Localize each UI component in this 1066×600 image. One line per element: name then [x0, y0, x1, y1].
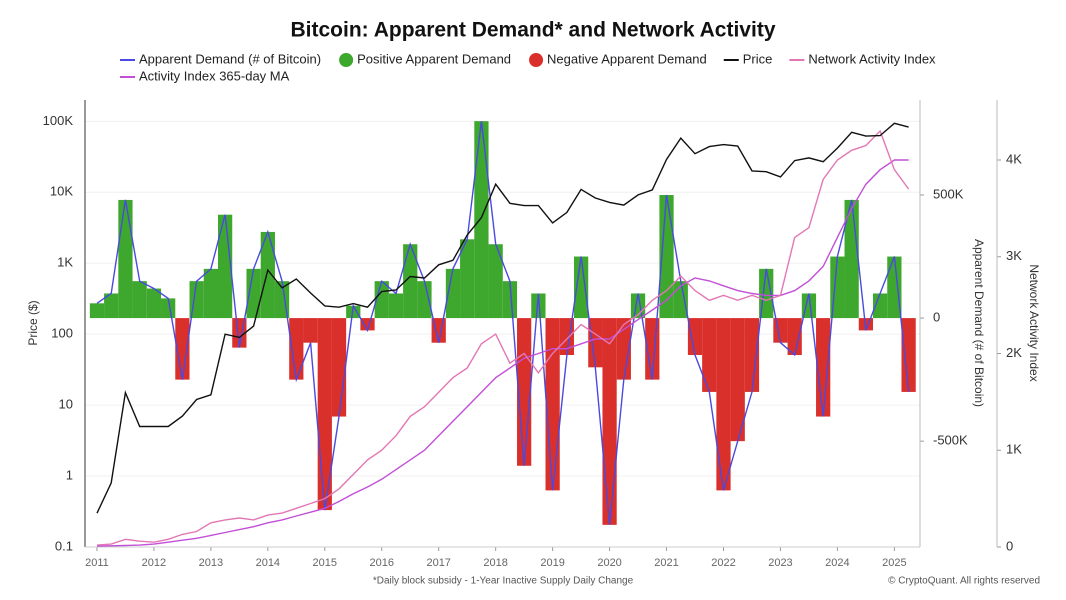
- y-tick-label: 10: [59, 397, 73, 412]
- legend-label: Positive Apparent Demand: [357, 51, 511, 66]
- series-line: [96, 159, 909, 547]
- demand-bar: [730, 318, 745, 442]
- demand-bar: [816, 318, 831, 417]
- demand-bar: [488, 244, 503, 319]
- legend-item: Price: [723, 51, 773, 66]
- x-tick-label: 2012: [142, 557, 166, 569]
- legend-item: Positive Apparent Demand: [339, 51, 511, 67]
- x-tick-label: 2023: [768, 557, 792, 569]
- demand-bar: [759, 268, 774, 319]
- demand-bar: [417, 281, 432, 319]
- y-tick-label: 100K: [43, 113, 74, 128]
- demand-bar: [602, 318, 617, 525]
- y-tick-label: 0.1: [55, 538, 73, 553]
- x-tick-label: 2015: [313, 557, 337, 569]
- legend-label: Apparent Demand (# of Bitcoin): [139, 51, 321, 66]
- demand-bar: [161, 298, 176, 319]
- demand-bar: [787, 318, 802, 356]
- y2-axis-title: Apparent Demand (# of Bitcoin): [972, 239, 986, 407]
- y-axis-title: Price ($): [26, 300, 40, 345]
- demand-bar: [588, 318, 603, 368]
- demand-bar: [545, 318, 560, 491]
- y-tick-label: 100: [51, 326, 73, 341]
- y3-tick-label: 1K: [1006, 442, 1022, 457]
- x-tick-label: 2022: [711, 557, 735, 569]
- x-tick-label: 2021: [654, 557, 678, 569]
- legend-label: Price: [743, 51, 773, 66]
- demand-bar: [744, 318, 760, 392]
- x-tick-label: 2017: [426, 557, 450, 569]
- demand-bar: [175, 318, 190, 380]
- demand-bar: [887, 256, 902, 319]
- demand-bar: [132, 281, 147, 319]
- demand-bar: [303, 318, 318, 343]
- chart-title: Bitcoin: Apparent Demand* and Network Ac…: [290, 19, 775, 42]
- x-tick-label: 2019: [540, 557, 564, 569]
- demand-bar: [616, 318, 631, 380]
- demand-bar: [203, 268, 218, 319]
- legend-label: Network Activity Index: [808, 51, 936, 66]
- demand-bar: [873, 293, 888, 319]
- demand-bar: [104, 293, 119, 319]
- x-tick-label: 2016: [370, 557, 394, 569]
- y3-tick-label: 0: [1006, 538, 1013, 553]
- legend-item: Apparent Demand (# of Bitcoin): [120, 51, 321, 66]
- series-line: [96, 122, 909, 514]
- legend-swatch: [339, 53, 354, 67]
- legend-item: Network Activity Index: [789, 51, 936, 66]
- demand-bar: [260, 231, 275, 319]
- y2-tick-label: 500K: [933, 186, 964, 201]
- legend-label: Activity Index 365-day MA: [139, 68, 290, 83]
- y-tick-label: 10K: [50, 184, 73, 199]
- x-tick-label: 2024: [825, 557, 849, 569]
- demand-bar: [460, 239, 475, 319]
- y3-tick-label: 4K: [1006, 151, 1022, 166]
- demand-bar: [331, 318, 347, 417]
- legend-item: Activity Index 365-day MA: [120, 68, 290, 83]
- demand-bar: [687, 318, 703, 356]
- demand-bar: [374, 281, 389, 319]
- demand-bar: [246, 268, 261, 319]
- y-tick-label: 1: [66, 467, 73, 482]
- demand-bar: [89, 303, 105, 319]
- demand-bar: [573, 256, 589, 319]
- series-line: [96, 121, 910, 525]
- series-line: [96, 129, 910, 546]
- y3-tick-label: 3K: [1006, 248, 1022, 263]
- legend-swatch: [529, 53, 544, 67]
- demand-bar: [360, 318, 375, 331]
- demand-bar: [346, 305, 361, 319]
- y2-tick-label: -500K: [933, 433, 968, 448]
- y3-axis-title: Network Activity Index: [1027, 264, 1041, 381]
- demand-bar: [146, 288, 162, 319]
- footnote: *Daily block subsidy - 1-Year Inactive S…: [373, 576, 634, 587]
- x-tick-label: 2014: [256, 557, 280, 569]
- demand-bar: [517, 318, 532, 466]
- demand-bar: [716, 318, 731, 491]
- legend-label: Negative Apparent Demand: [547, 51, 707, 66]
- x-tick-label: 2020: [597, 557, 621, 569]
- credit: © CryptoQuant. All rights reserved: [888, 576, 1040, 587]
- demand-bar: [118, 199, 133, 319]
- x-tick-label: 2018: [483, 557, 507, 569]
- demand-bar: [474, 121, 489, 319]
- x-tick-label: 2025: [882, 557, 906, 569]
- y2-tick-label: 0: [933, 310, 940, 325]
- demand-bar: [801, 293, 817, 319]
- demand-bar: [702, 318, 717, 392]
- y-tick-label: 1K: [57, 255, 73, 270]
- demand-bar: [901, 318, 916, 392]
- x-tick-label: 2013: [199, 557, 223, 569]
- legend-item: Negative Apparent Demand: [529, 51, 707, 67]
- x-tick-label: 2011: [85, 557, 109, 569]
- y3-tick-label: 2K: [1006, 345, 1022, 360]
- demand-bar: [217, 214, 233, 319]
- demand-bar: [388, 293, 404, 319]
- demand-bar: [289, 318, 304, 380]
- demand-bar: [502, 281, 518, 319]
- demand-bar: [403, 244, 418, 319]
- demand-bar: [445, 268, 461, 319]
- demand-bar: [531, 293, 546, 319]
